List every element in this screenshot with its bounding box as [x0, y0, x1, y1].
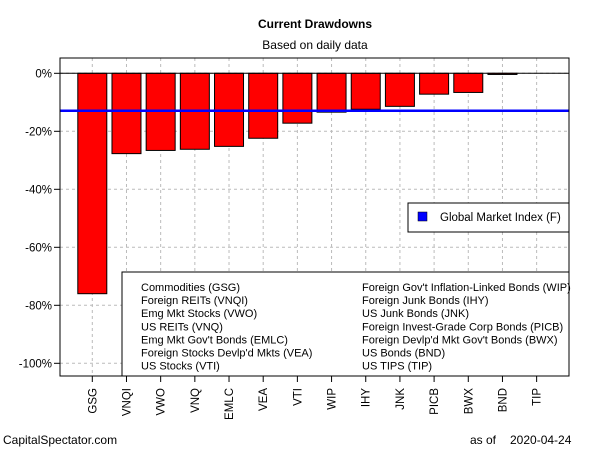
bar-picb [419, 72, 450, 95]
y-tick-label: -20% [25, 126, 52, 138]
y-tick-label: -100% [19, 358, 52, 370]
y-tick-label: -80% [25, 300, 52, 312]
x-tick-label: VNQ [190, 388, 202, 413]
bars [77, 72, 518, 295]
key-entry: US Bonds (BND) [362, 348, 445, 360]
index-legend: Global Market Index (F) [407, 202, 570, 233]
x-tick-label: VNQI [121, 388, 133, 416]
key-entry: Foreign Invest-Grade Corp Bonds (PICB) [362, 321, 563, 333]
x-axis: GSG VNQI VWO VNQ EMLC VEA VTI WIP IHY JNK PICB BWX B… [87, 376, 544, 420]
key-entry: US Junk Bonds (JNK) [362, 308, 469, 320]
x-tick-label: GSG [87, 388, 99, 414]
key-entry: Foreign Gov't Inflation-Linked Bonds (WI… [362, 282, 571, 294]
x-tick-label: EMLC [224, 388, 236, 420]
source-label: CapitalSpectator.com [3, 433, 117, 447]
bar-wip [316, 72, 347, 113]
key-entry: US TIPS (TIP) [362, 361, 432, 373]
y-tick-label: -40% [25, 184, 52, 196]
x-tick-label: VWO [156, 388, 168, 416]
as-of-date: 2020-04-24 [510, 433, 572, 447]
x-tick-label: TIP [532, 388, 544, 406]
ticker-key: Commodities (GSG)Foreign REITs (VNQI)Emg… [121, 271, 571, 377]
x-tick-label: JNK [395, 388, 407, 410]
bar-vti [282, 72, 313, 124]
key-entry: Foreign Junk Bonds (IHY) [362, 295, 489, 307]
as-of-label: as of [470, 433, 497, 447]
x-tick-label: WIP [327, 388, 339, 410]
chart-subtitle: Based on daily data [262, 38, 368, 52]
bar-vea [248, 72, 279, 139]
y-axis: 0% -20% -40% -60% -80% -100% [19, 68, 60, 370]
key-entry: Foreign Stocks Devlp'd Mkts (VEA) [141, 348, 312, 360]
legend-swatch-blue [417, 211, 428, 222]
key-entry: Foreign REITs (VNQI) [141, 295, 248, 307]
x-tick-label: VTI [292, 388, 304, 406]
key-entry: Foreign Devlp'd Mkt Gov't Bonds (BWX) [362, 334, 558, 346]
key-entry: Emg Mkt Gov't Bonds (EMLC) [141, 334, 288, 346]
y-tick-label: 0% [35, 68, 52, 80]
key-entry: Emg Mkt Stocks (VWO) [141, 308, 257, 320]
chart-title: Current Drawdowns [258, 17, 372, 31]
x-tick-label: BWX [463, 388, 475, 415]
bar-vnqi [111, 72, 142, 155]
key-entry: US Stocks (VTI) [141, 361, 220, 373]
bar-gsg [77, 72, 108, 295]
x-tick-label: BND [497, 388, 509, 412]
x-tick-label: VEA [258, 388, 270, 411]
key-entry: US REITs (VNQ) [141, 321, 223, 333]
legend-label: Global Market Index (F) [440, 212, 561, 224]
bar-ihy [350, 72, 381, 110]
x-tick-label: PICB [429, 388, 441, 415]
y-tick-label: -60% [25, 242, 52, 254]
key-entry: Commodities (GSG) [141, 282, 240, 294]
bar-jnk [384, 72, 415, 107]
x-tick-label: IHY [361, 388, 373, 408]
bar-bwx [453, 72, 484, 93]
